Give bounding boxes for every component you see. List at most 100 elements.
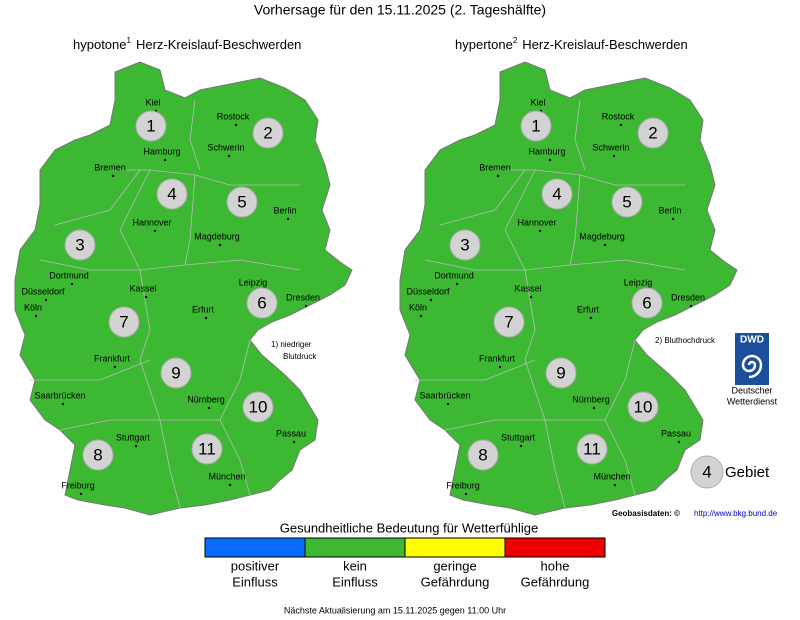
city-dot: [79, 492, 83, 496]
city-label: Stuttgart: [501, 432, 536, 442]
title: Vorhersage für den 15.11.2025 (2. Tagesh…: [254, 2, 546, 18]
region-circle: [545, 357, 577, 389]
city-label: München: [208, 471, 245, 481]
region-circle: [156, 178, 188, 210]
region-number: 6: [257, 293, 266, 312]
region-number: 5: [237, 192, 246, 211]
city-label: Dresden: [671, 292, 705, 302]
region-circle: [226, 186, 258, 218]
city-label: Berlin: [658, 205, 681, 215]
city-label: Hannover: [132, 217, 171, 227]
logo-abbr: DWD: [740, 335, 764, 346]
region-circle: [467, 439, 499, 471]
city-dot: [113, 365, 117, 369]
city-label: Rostock: [602, 111, 635, 121]
region-number: 5: [622, 192, 631, 211]
city-dot: [589, 316, 593, 320]
region-number: 9: [556, 363, 565, 382]
city-label: Bremen: [94, 162, 126, 172]
logo-swirl: [741, 354, 763, 379]
footnote-mark: 1: [127, 36, 132, 45]
region-circle: [449, 229, 481, 261]
city-dot: [207, 406, 211, 410]
footer: Nächste Aktualisierung am 15.11.2025 geg…: [284, 605, 506, 615]
region-number: 11: [583, 439, 601, 458]
city-label: Saarbrücken: [419, 390, 470, 400]
region-circle: [108, 306, 140, 338]
scale-label: Gefährdung: [521, 574, 590, 589]
city-label: München: [593, 471, 630, 481]
region-circle: [576, 433, 608, 465]
city-dot: [70, 282, 74, 286]
city-label: Passau: [276, 428, 306, 438]
city-dot: [134, 444, 138, 448]
city-label: Berlin: [273, 205, 296, 215]
city-dot: [689, 304, 693, 308]
city-dot: [613, 483, 617, 487]
region-circle: [252, 117, 284, 149]
city-label: Köln: [409, 302, 427, 312]
city-dot: [529, 295, 533, 299]
key-circle: [690, 455, 724, 489]
city-dot: [218, 243, 222, 247]
map: hypertone2 Herz-Kreislauf-BeschwerdenKiel…: [399, 36, 738, 516]
map-title-suffix: Herz-Kreislauf-Beschwerden: [522, 37, 687, 52]
footnote: 1) niedriger: [271, 340, 312, 349]
scale-box: [304, 537, 406, 558]
scale-label: geringe: [433, 558, 476, 573]
city-label: Erfurt: [577, 304, 600, 314]
city-label: Kiel: [530, 97, 545, 107]
region-number: 2: [648, 123, 657, 142]
scale-title: Gesundheitliche Bedeutung für Wetterfühl…: [280, 520, 538, 535]
scale-box: [404, 537, 506, 558]
city-label: Freiburg: [61, 480, 95, 490]
region-number: 4: [552, 184, 561, 203]
city-dot: [44, 298, 48, 302]
city-label: Magdeburg: [194, 231, 240, 241]
region-number: 3: [460, 235, 469, 254]
city-dot: [592, 406, 596, 410]
scale-box: [204, 537, 306, 558]
city-dot: [61, 402, 65, 406]
city-label: Passau: [661, 428, 691, 438]
map-title: hypotone1 Herz-Kreislauf-Beschwerden: [73, 36, 301, 52]
region-number: 6: [642, 293, 651, 312]
city-dot: [163, 158, 167, 162]
region-number: 7: [119, 312, 128, 331]
credit-link[interactable]: http://www.bkg.bund.de: [694, 509, 778, 518]
city-dot: [227, 154, 231, 158]
region-circle: [82, 439, 114, 471]
city-dot: [419, 314, 423, 318]
map-title-suffix: Herz-Kreislauf-Beschwerden: [136, 37, 301, 52]
region-number: 9: [171, 363, 180, 382]
city-dot: [304, 304, 308, 308]
logo-line: Wetterdienst: [727, 396, 778, 406]
map-title-prefix: hypotone: [73, 37, 127, 52]
city-label: Frankfurt: [479, 353, 516, 363]
city-dot: [292, 440, 296, 444]
city-label: Freiburg: [446, 480, 480, 490]
city-label: Saarbrücken: [34, 390, 85, 400]
city-dot: [464, 492, 468, 496]
city-label: Frankfurt: [94, 353, 131, 363]
city-label: Hamburg: [143, 146, 180, 156]
city-label: Düsseldorf: [21, 286, 65, 296]
region-number: 1: [146, 116, 155, 135]
city-dot: [144, 295, 148, 299]
city-label: Rostock: [217, 111, 250, 121]
city-dot: [498, 365, 502, 369]
region-number: 10: [634, 397, 653, 416]
region-circle: [191, 433, 223, 465]
scale-label: kein: [343, 558, 367, 573]
region-number: 3: [75, 235, 84, 254]
city-dot: [548, 158, 552, 162]
city-dot: [228, 483, 232, 487]
scale-label: Einfluss: [232, 574, 278, 589]
footnote-mark: 2: [513, 36, 518, 45]
city-dot: [286, 217, 290, 221]
scale-label: hohe: [541, 558, 570, 573]
city-label: Hamburg: [528, 146, 565, 156]
credit: Geobasisdaten: ©: [612, 509, 680, 518]
region-number: 7: [504, 312, 513, 331]
city-dot: [538, 229, 542, 233]
